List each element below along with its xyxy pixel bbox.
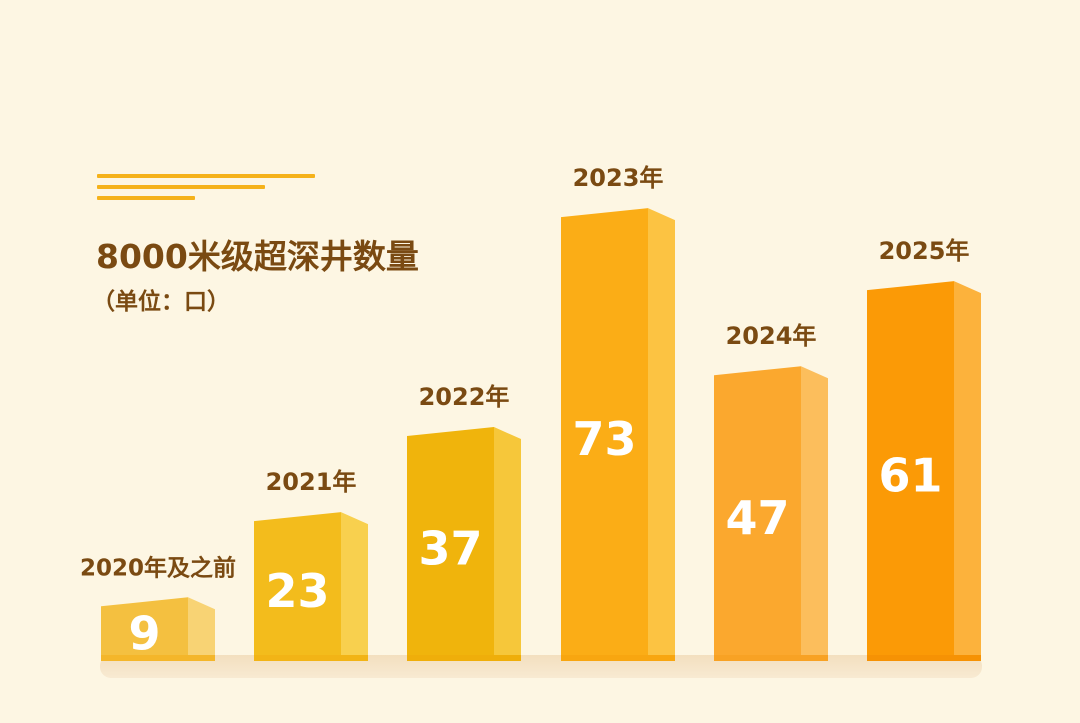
data-label: 73 bbox=[572, 412, 636, 466]
data-label: 9 bbox=[128, 607, 160, 661]
bar bbox=[101, 597, 188, 661]
bar-5: 47 2024年 bbox=[714, 322, 828, 661]
bar-side bbox=[494, 427, 521, 661]
category-label: 2022年 bbox=[419, 383, 510, 411]
bar bbox=[407, 427, 494, 661]
bar-3: 37 2022年 bbox=[407, 383, 521, 661]
data-label: 37 bbox=[418, 522, 482, 576]
chart-floor bbox=[100, 655, 982, 678]
data-label: 23 bbox=[265, 564, 329, 618]
bar-base bbox=[561, 655, 675, 661]
bar-base bbox=[101, 655, 215, 661]
bar-side bbox=[341, 512, 368, 661]
chart-subtitle: （单位：口） bbox=[92, 289, 230, 315]
bar-base bbox=[254, 655, 368, 661]
bar-side bbox=[648, 208, 675, 661]
category-label: 2025年 bbox=[879, 237, 970, 265]
bar-side bbox=[801, 366, 828, 661]
accent-line bbox=[97, 196, 195, 200]
bar bbox=[867, 281, 954, 661]
bar-6: 61 2025年 bbox=[867, 237, 981, 661]
accent-line bbox=[97, 185, 265, 189]
category-label: 2021年 bbox=[266, 468, 357, 496]
bar-1: 9 2020年及之前 bbox=[80, 554, 236, 661]
category-label: 2020年及之前 bbox=[80, 554, 236, 581]
bar-side bbox=[188, 597, 215, 661]
bar-side bbox=[954, 281, 981, 661]
category-label: 2024年 bbox=[726, 322, 817, 350]
bar bbox=[561, 208, 648, 661]
bar-2: 23 2021年 bbox=[254, 468, 368, 661]
chart-title: 8000米级超深井数量 bbox=[96, 237, 419, 276]
bar-base bbox=[407, 655, 521, 661]
bar bbox=[254, 512, 341, 661]
accent-line bbox=[97, 174, 315, 178]
decorative-lines bbox=[97, 174, 315, 207]
category-label: 2023年 bbox=[573, 164, 664, 192]
data-label: 61 bbox=[878, 449, 942, 503]
bar-base bbox=[714, 655, 828, 661]
bar-base bbox=[867, 655, 981, 661]
bar bbox=[714, 366, 801, 661]
bar-4: 73 2023年 bbox=[561, 164, 675, 661]
data-label: 47 bbox=[725, 491, 789, 545]
